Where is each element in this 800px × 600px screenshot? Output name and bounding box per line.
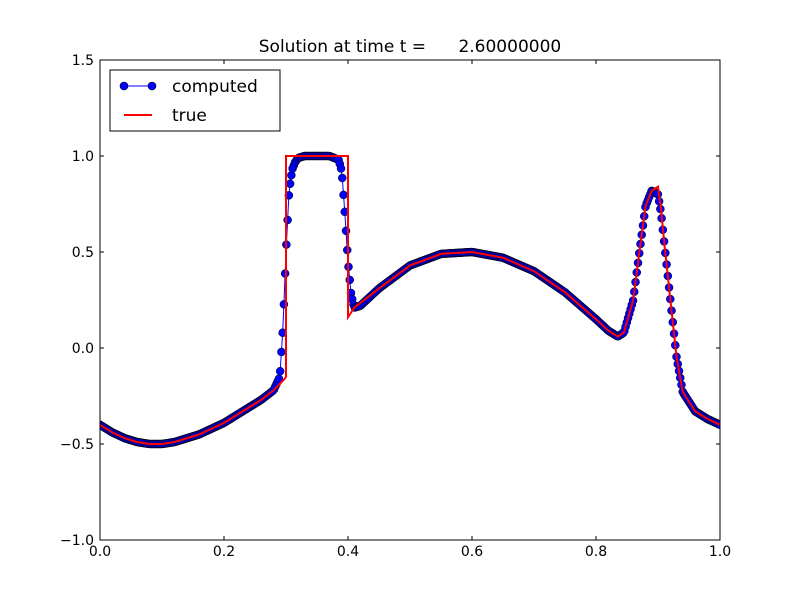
ticks-layer: 0.0 0.2 0.4 0.6 0.8 1.0 −1.0 −0.5 0.0 0.5 1.0 1.5 <box>60 53 731 560</box>
computed-point <box>277 347 286 357</box>
x-tick-label: 0.4 <box>337 544 359 560</box>
chart-title: Solution at time t = 2.60000000 <box>259 37 561 57</box>
y-tick-label: 0.5 <box>72 245 94 261</box>
plot-area <box>100 60 720 540</box>
computed-point <box>285 179 295 188</box>
y-tick-label: −0.5 <box>60 437 94 453</box>
y-tick-label: 1.5 <box>72 53 94 69</box>
legend-true-label: true <box>172 106 207 126</box>
computed-point <box>339 190 348 200</box>
x-tick-label: 0.0 <box>89 544 111 560</box>
x-tick-label: 0.2 <box>213 544 235 560</box>
series-layer <box>100 151 720 449</box>
legend-computed-marker <box>119 81 129 91</box>
x-tick-label: 1.0 <box>709 544 731 560</box>
plot-frame <box>99 59 721 541</box>
computed-point <box>275 366 285 376</box>
legend-box <box>109 69 281 132</box>
y-tick-label: −1.0 <box>60 533 94 549</box>
series-true-line <box>100 155 720 445</box>
computed-point <box>338 173 347 183</box>
legend: computed true <box>109 69 281 132</box>
y-tick-label: 1.0 <box>72 149 94 165</box>
legend-computed-marker <box>147 81 157 91</box>
computed-point <box>336 164 346 173</box>
legend-computed-label: computed <box>172 77 258 97</box>
y-tick-label: 0.0 <box>72 341 94 357</box>
x-tick-label: 0.6 <box>461 544 483 560</box>
computed-point <box>345 275 354 285</box>
computed-point <box>283 215 292 225</box>
x-tick-label: 0.8 <box>585 544 607 560</box>
